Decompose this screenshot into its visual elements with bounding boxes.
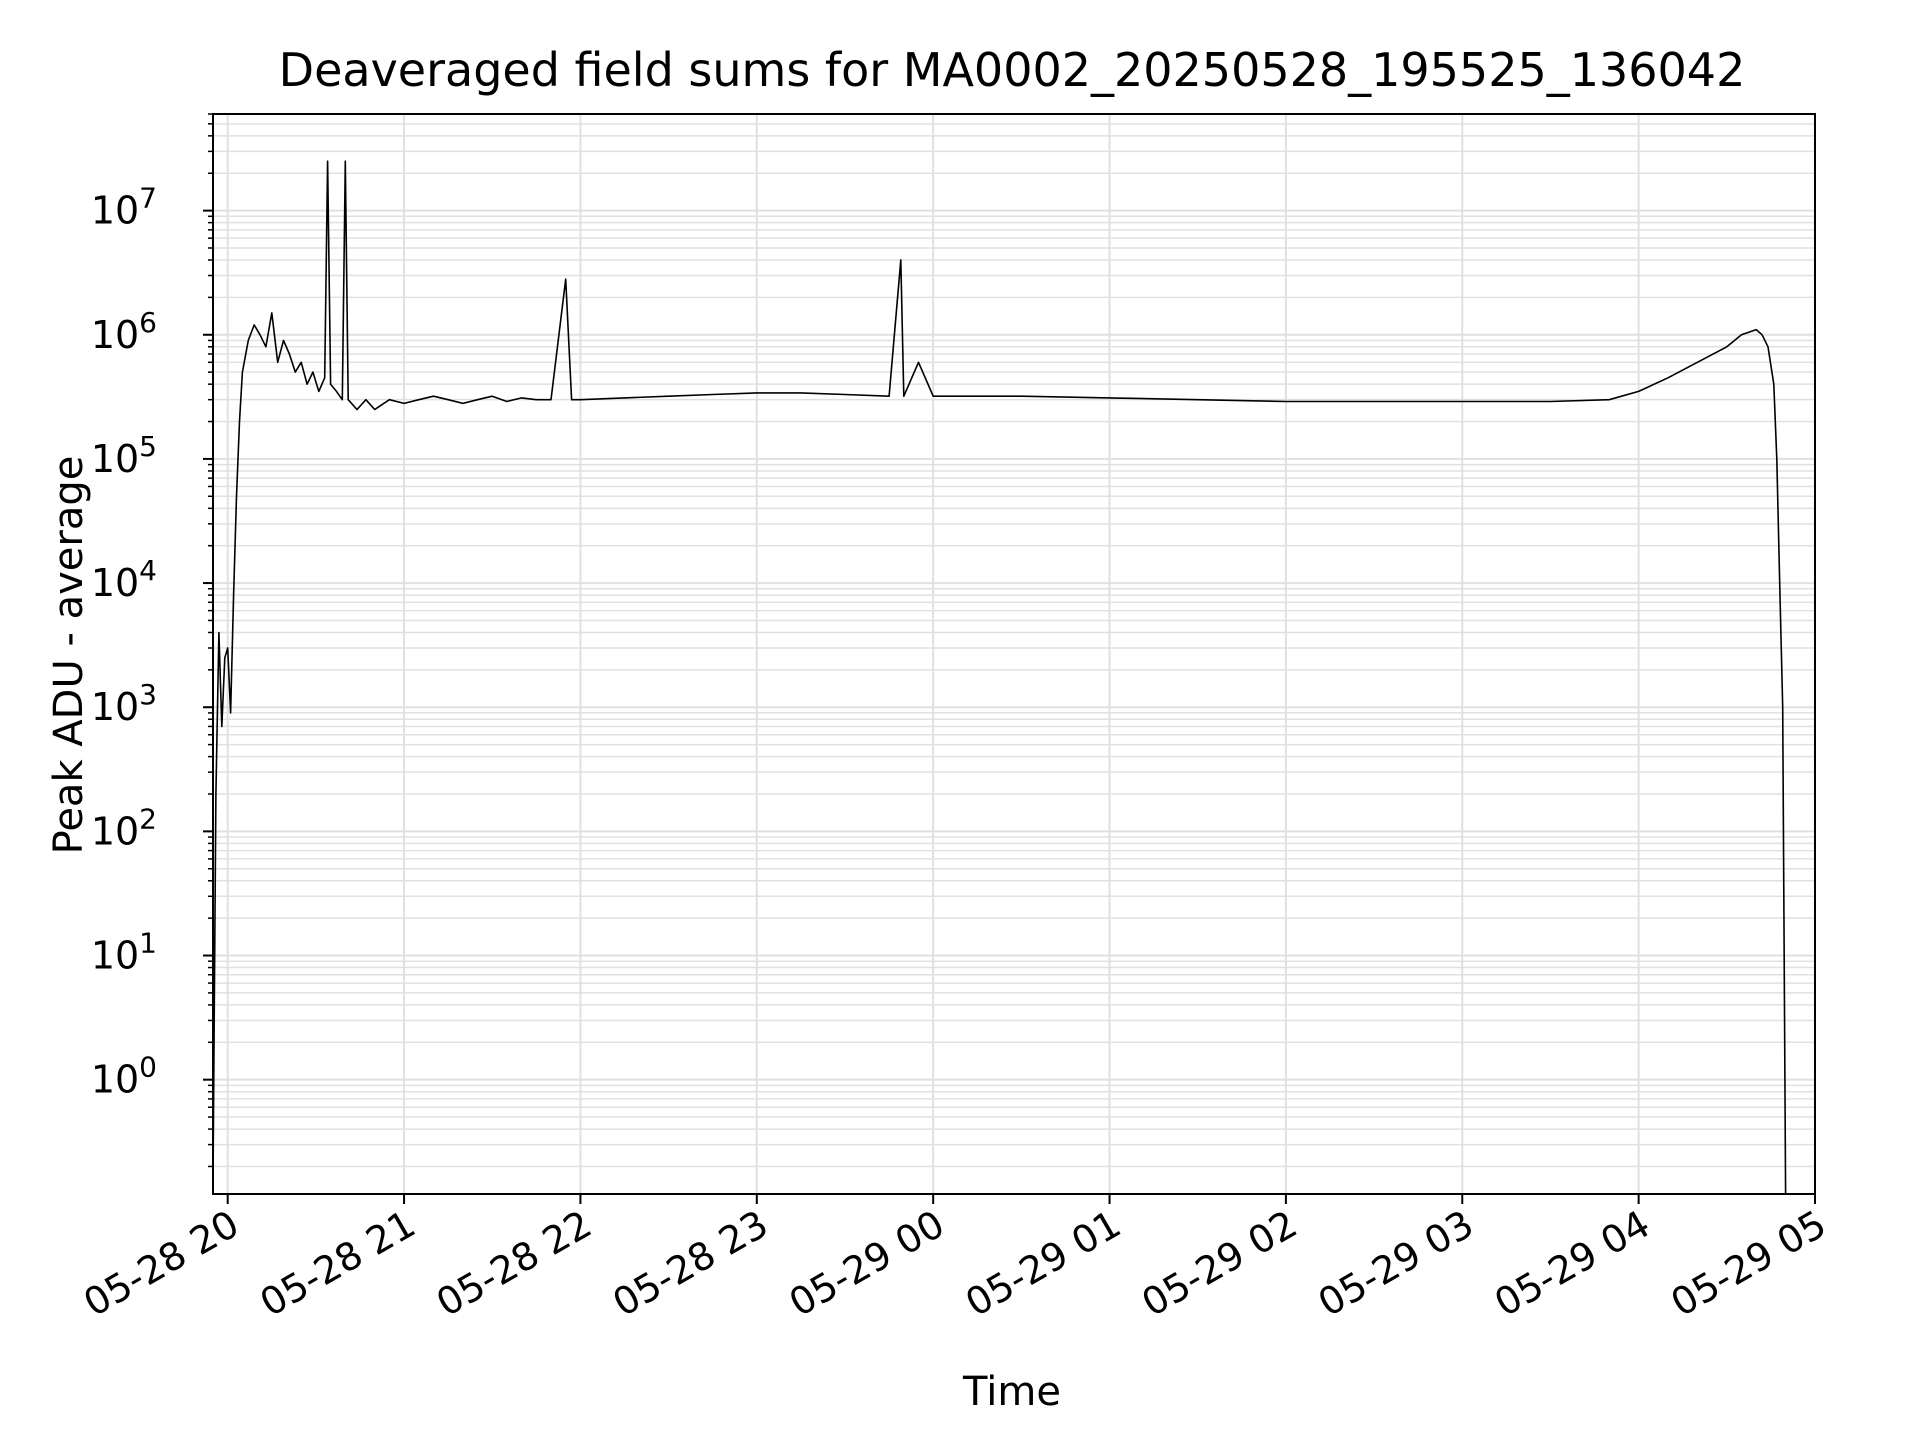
y-tick-label: 103 xyxy=(91,678,157,729)
series-line xyxy=(212,160,1787,1195)
y-tick-label: 105 xyxy=(91,430,157,481)
x-axis-label: Time xyxy=(962,1369,1061,1415)
y-tick-label: 104 xyxy=(91,554,157,605)
chart-title: Deaveraged field sums for MA0002_2025052… xyxy=(279,43,1746,97)
y-tick-label: 107 xyxy=(91,182,157,233)
y-tick-label: 100 xyxy=(91,1051,157,1102)
y-tick-label: 101 xyxy=(91,927,157,978)
data-series xyxy=(212,160,1787,1195)
axes-frame xyxy=(212,113,1816,1195)
y-axis: 100 101 102 103 104 105 106 107 xyxy=(91,113,213,1168)
grid xyxy=(213,113,1815,1194)
y-tick-label: 106 xyxy=(91,306,157,357)
y-tick-label: 102 xyxy=(91,802,157,853)
y-axis-label: Peak ADU - average xyxy=(46,456,92,855)
